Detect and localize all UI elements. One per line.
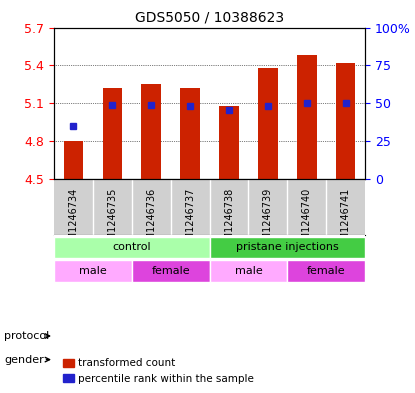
FancyBboxPatch shape — [54, 260, 132, 282]
Text: GSM1246740: GSM1246740 — [302, 187, 312, 253]
Bar — [103, 88, 122, 179]
Text: pristane injections: pristane injections — [236, 242, 339, 252]
Bar — [219, 106, 239, 179]
Text: GSM1246738: GSM1246738 — [224, 187, 234, 253]
Title: GDS5050 / 10388623: GDS5050 / 10388623 — [135, 11, 284, 25]
Text: protocol: protocol — [4, 331, 49, 341]
Text: GSM1246741: GSM1246741 — [341, 187, 351, 253]
Text: male: male — [79, 266, 107, 276]
Text: control: control — [112, 242, 151, 252]
FancyBboxPatch shape — [210, 260, 287, 282]
Bar — [63, 141, 83, 179]
FancyBboxPatch shape — [132, 260, 210, 282]
Bar — [336, 63, 356, 179]
Text: male: male — [234, 266, 262, 276]
Bar — [142, 84, 161, 179]
Text: female: female — [307, 266, 346, 276]
Text: gender: gender — [4, 354, 44, 365]
Bar — [297, 55, 317, 179]
Text: GSM1246737: GSM1246737 — [185, 187, 195, 253]
Text: GSM1246739: GSM1246739 — [263, 187, 273, 253]
Text: GSM1246735: GSM1246735 — [107, 187, 117, 253]
FancyBboxPatch shape — [54, 237, 210, 258]
Text: GSM1246736: GSM1246736 — [146, 187, 156, 253]
Bar — [258, 68, 278, 179]
Legend: transformed count, percentile rank within the sample: transformed count, percentile rank withi… — [59, 354, 258, 388]
FancyBboxPatch shape — [210, 237, 365, 258]
Text: female: female — [151, 266, 190, 276]
Bar — [181, 88, 200, 179]
Text: GSM1246734: GSM1246734 — [68, 187, 78, 253]
FancyBboxPatch shape — [287, 260, 365, 282]
